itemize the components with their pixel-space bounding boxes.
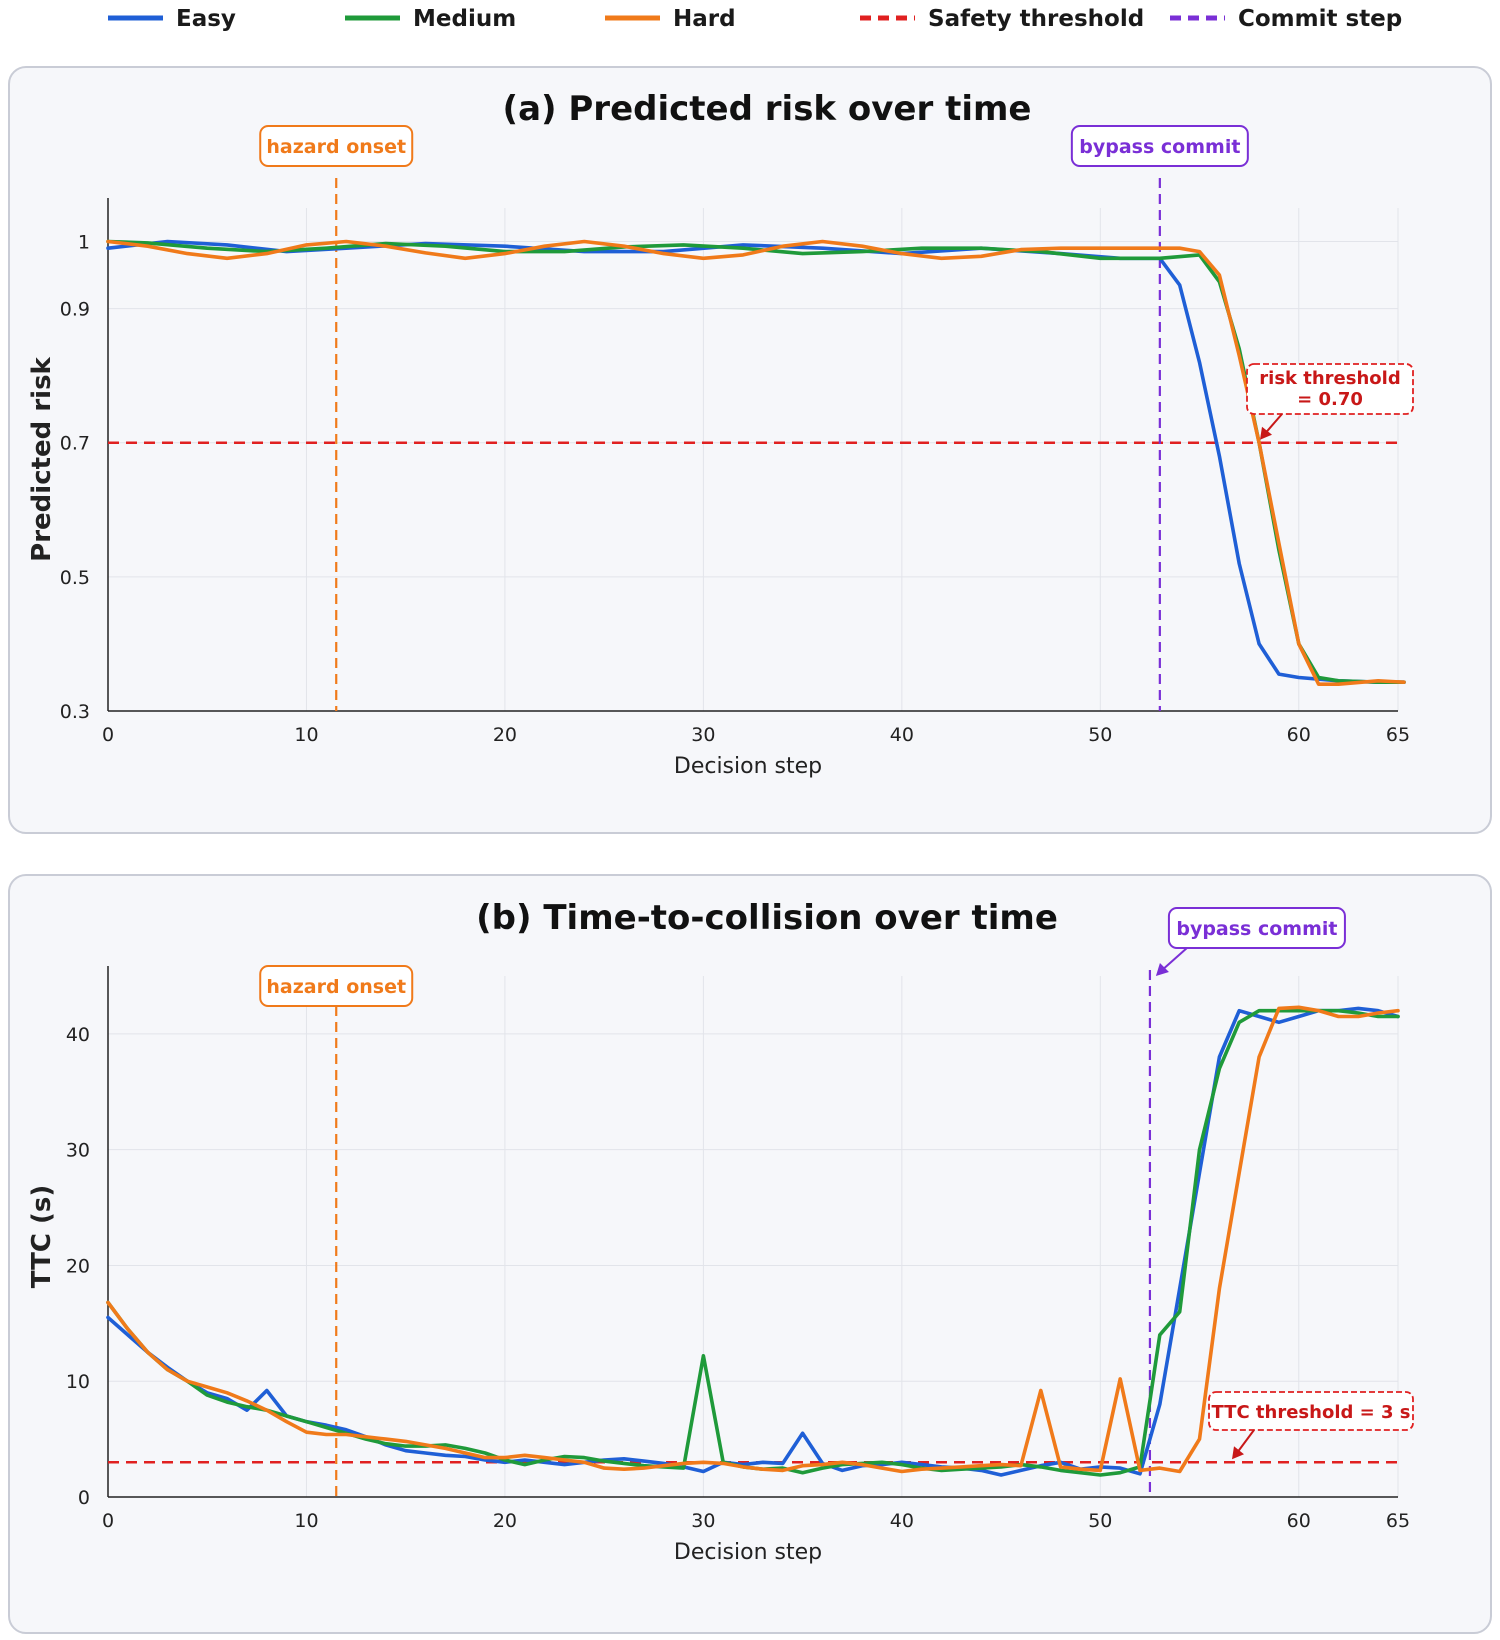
series-line-easy: [106, 239, 1406, 684]
threshold-annotation-box: [1208, 1391, 1414, 1431]
series-line-hard: [106, 239, 1406, 686]
x-tick-label: 65: [1386, 1510, 1410, 1532]
x-tick-label: 30: [691, 724, 715, 746]
threshold-arrow-shaft: [1235, 1429, 1255, 1455]
x-tick-label: 20: [493, 724, 517, 746]
legend-label-3: Safety threshold: [928, 6, 1144, 32]
x-tick-label: 40: [890, 724, 914, 746]
x-tick-label: 0: [102, 1510, 114, 1532]
panel-predicted-risk: (a) Predicted risk over time 0 10 20 30 40 50 6…: [8, 66, 1492, 834]
threshold-arrow-head: [1232, 1446, 1244, 1460]
y-axis-label: TTC (s): [27, 1185, 57, 1288]
commit-box: [1167, 907, 1346, 949]
y-tick-label: 0.5: [60, 567, 90, 589]
series-line-easy: [106, 1006, 1400, 1477]
x-tick-label: 40: [890, 1510, 914, 1532]
x-tick-label: 50: [1088, 724, 1112, 746]
x-tick-label: 20: [493, 1510, 517, 1532]
legend-label-0: Easy: [176, 6, 236, 32]
series-line-medium: [106, 239, 1406, 684]
hazard-onset-label: hazard onset: [266, 136, 406, 158]
y-tick-label: 30: [66, 1140, 90, 1162]
hazard-onset-label: hazard onset: [266, 976, 406, 998]
y-tick-label: 0.7: [60, 433, 90, 455]
x-tick-label: 0: [102, 724, 114, 746]
chart-title: (b) Time-to-collision over time: [476, 898, 1058, 938]
y-tick-label: 0.3: [60, 701, 90, 723]
x-axis-label: Decision step: [674, 1540, 822, 1565]
y-tick-label: 10: [66, 1371, 90, 1393]
x-tick-label: 60: [1287, 1510, 1311, 1532]
threshold-annotation-text: TTC threshold = 3 s: [1211, 1402, 1410, 1423]
x-axis-label: Decision step: [674, 754, 822, 779]
commit-arrow-head: [1155, 963, 1169, 976]
chart-title: (a) Predicted risk over time: [503, 89, 1032, 129]
chart-legend: Easy Medium Hard Safety threshold Commit ste…: [108, 6, 1402, 32]
y-tick-label: 0: [78, 1487, 90, 1509]
series-line-hard: [106, 1005, 1400, 1474]
legend-label-1: Medium: [413, 6, 516, 32]
risk-chart-svg: (a) Predicted risk over time 0 10 20 30 40 50 6…: [27, 89, 1414, 779]
y-tick-label: 20: [66, 1255, 90, 1277]
legend-label-4: Commit step: [1238, 6, 1402, 32]
commit-label: bypass commit: [1176, 918, 1337, 940]
x-tick-label: 30: [691, 1510, 715, 1532]
threshold-annotation-text: = 0.70: [1297, 389, 1363, 410]
y-tick-label: 0.9: [60, 299, 90, 321]
x-tick-label: 10: [294, 724, 318, 746]
y-tick-label: 40: [66, 1024, 90, 1046]
ttc-chart-svg: (b) Time-to-collision over time 0 10 20 30 40…: [27, 898, 1414, 1565]
hazard-onset-box: [259, 965, 414, 1007]
hazard-onset-box: [259, 125, 414, 167]
x-tick-label: 60: [1287, 724, 1311, 746]
legend-label-2: Hard: [673, 6, 736, 32]
y-axis-label: Predicted risk: [27, 356, 57, 561]
commit-box: [1070, 125, 1249, 167]
x-tick-label: 65: [1386, 724, 1410, 746]
commit-label: bypass commit: [1079, 136, 1240, 158]
threshold-annotation-box: [1246, 363, 1414, 415]
threshold-annotation-text: risk threshold: [1259, 368, 1400, 389]
x-tick-label: 50: [1088, 1510, 1112, 1532]
x-tick-label: 10: [294, 1510, 318, 1532]
panel-time-to-collision: (b) Time-to-collision over time 0 10 20 30 40…: [8, 874, 1492, 1634]
y-tick-label: 1: [78, 232, 90, 254]
threshold-arrow-head: [1260, 426, 1272, 440]
